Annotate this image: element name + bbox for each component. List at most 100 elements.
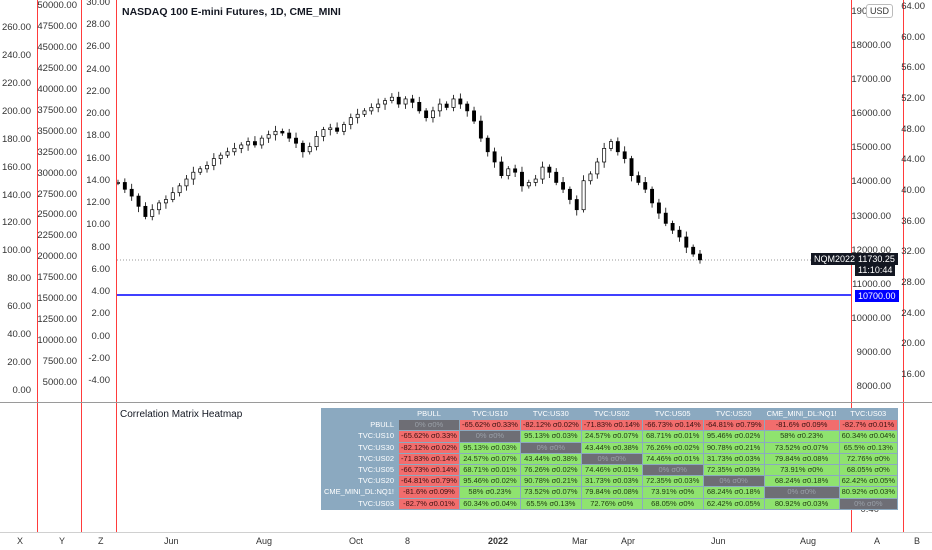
heatmap-cell: 95.46% σ0.02% xyxy=(458,475,521,488)
y1-tick-label: 220.00 xyxy=(1,77,31,89)
series-badge: NQM2022 xyxy=(811,253,859,265)
candle-body xyxy=(478,120,483,139)
candle-body xyxy=(211,158,216,166)
scale-button-y[interactable]: Y xyxy=(59,536,66,546)
y2-tick-label: 20000.00 xyxy=(37,251,77,263)
candle-body xyxy=(273,130,278,136)
heatmap-column-header: TVC:US20 xyxy=(702,407,765,421)
z-tick-label: 18.00 xyxy=(86,130,110,142)
candle-body xyxy=(451,98,456,108)
candle-body xyxy=(547,166,552,173)
heatmap-row-label: TVC:US03 xyxy=(320,497,400,510)
y1-tick-label: 0.00 xyxy=(12,385,32,396)
candle-body xyxy=(403,98,408,105)
candle-body xyxy=(335,127,340,132)
z-tick-label: 28.00 xyxy=(86,19,110,31)
z-tick-label: 0.00 xyxy=(91,330,111,342)
candle-body xyxy=(670,223,675,231)
candle-body xyxy=(458,98,463,105)
currency-button[interactable]: USD xyxy=(866,4,894,18)
candle-body xyxy=(533,178,538,183)
candle-body xyxy=(280,130,285,134)
candle-body xyxy=(246,141,251,146)
heatmap-cell: 72.76% σ0% xyxy=(580,497,643,510)
y1-axis-separator xyxy=(37,0,38,532)
y2-tick-label: 30000.00 xyxy=(37,167,77,179)
heatmap-row-label: TVC:US02 xyxy=(320,452,400,465)
z-tick-label: 4.00 xyxy=(91,286,111,298)
candle-body xyxy=(342,124,346,132)
y1-tick-label: 100.00 xyxy=(1,245,31,257)
scale-button-b[interactable]: B xyxy=(914,536,921,546)
scale-button-a[interactable]: A xyxy=(874,536,881,546)
heatmap-cell: 24.57% σ0.07% xyxy=(580,430,643,443)
candle-body xyxy=(636,175,641,183)
chart-right-separator xyxy=(851,0,852,532)
y1-tick-label: 120.00 xyxy=(1,217,31,229)
candle-body xyxy=(444,103,449,108)
heatmap-cell: -82.7% σ0.01% xyxy=(838,419,899,432)
candle-body xyxy=(567,188,572,200)
heatmap-cell: -82.12% σ0.02% xyxy=(519,419,582,432)
y1-tick-label: 260.00 xyxy=(1,22,31,33)
time-tick-label: Oct xyxy=(349,536,364,546)
y1-tick-label: 20.00 xyxy=(7,357,31,369)
candle-body xyxy=(622,151,627,159)
b-tick-label: 40.00 xyxy=(901,185,925,196)
heatmap-cell: 68.71% σ0.01% xyxy=(458,463,521,477)
candle-body xyxy=(369,107,374,112)
candle-body xyxy=(163,199,168,204)
scale-button-z[interactable]: Z xyxy=(98,536,104,546)
z-tick-label: 16.00 xyxy=(86,152,110,164)
candle-body xyxy=(465,103,470,112)
candle-body xyxy=(198,168,203,173)
heatmap-cell: 72.35% σ0.03% xyxy=(641,475,704,488)
b-tick-label: 28.00 xyxy=(901,277,925,288)
y2-tick-label: 27500.00 xyxy=(37,188,77,200)
z-tick-label: 22.00 xyxy=(86,85,110,97)
heatmap-cell: 72.76% σ0% xyxy=(838,452,899,465)
heatmap-row: TVC:US20 -64.81% σ0.79% 95.46% σ0.02% 90.78… xyxy=(320,475,899,488)
heatmap-cell: 79.84% σ0.08% xyxy=(763,452,840,465)
b-tick-label: 64.00 xyxy=(901,1,925,12)
heatmap-cell: -82.7% σ0.01% xyxy=(398,497,460,510)
time-tick-label: Jun xyxy=(164,536,179,546)
y1-tick-label: 140.00 xyxy=(1,189,31,201)
scale-button-x[interactable]: X xyxy=(17,536,24,546)
z-tick-label: 8.00 xyxy=(91,241,111,253)
price-chart[interactable] xyxy=(117,0,851,400)
heatmap-cell: 65.5% σ0.13% xyxy=(838,441,899,454)
candle-body xyxy=(609,141,613,149)
heatmap-cell: 0% σ0% xyxy=(519,441,582,454)
y2-tick-label: 35000.00 xyxy=(37,125,77,137)
b-tick-label: 32.00 xyxy=(901,246,925,258)
heatmap-cell: 79.84% σ0.08% xyxy=(580,486,643,499)
heatmap-cell: 95.13% σ0.03% xyxy=(519,430,582,443)
y2-tick-label: 10000.00 xyxy=(37,335,77,347)
candle-body xyxy=(266,134,271,139)
price-tick-label: 9000.00 xyxy=(856,346,891,358)
heatmap-cell: 0% σ0% xyxy=(458,430,521,443)
heatmap-cell: 68.05% σ0% xyxy=(641,497,704,510)
candle-body xyxy=(499,161,504,176)
candle-body xyxy=(232,148,237,153)
heatmap-row: TVC:US30 -82.12% σ0.02% 95.13% σ0.03% 0% σ0… xyxy=(320,441,899,454)
y2-tick-label: 7500.00 xyxy=(42,356,77,368)
candle-body xyxy=(314,136,319,148)
heatmap-cell: 58% σ0.23% xyxy=(458,486,521,499)
heatmap-row-label: TVC:US20 xyxy=(320,475,400,488)
candle-body xyxy=(574,199,579,211)
candle-body xyxy=(506,168,511,176)
heatmap-cell: 95.13% σ0.03% xyxy=(458,441,521,454)
heatmap-cell: 0% σ0% xyxy=(398,419,460,432)
heatmap-row-label: TVC:US05 xyxy=(320,463,400,477)
y2-tick-label: 25000.00 xyxy=(37,209,77,221)
candle-body xyxy=(588,173,593,182)
candle-body xyxy=(698,253,702,261)
candle-body xyxy=(259,137,264,146)
candle-body xyxy=(472,110,476,122)
candles-group xyxy=(117,91,702,264)
candle-body xyxy=(376,103,381,108)
b-tick-label: 44.00 xyxy=(901,154,925,166)
pane-separator[interactable] xyxy=(0,402,932,403)
